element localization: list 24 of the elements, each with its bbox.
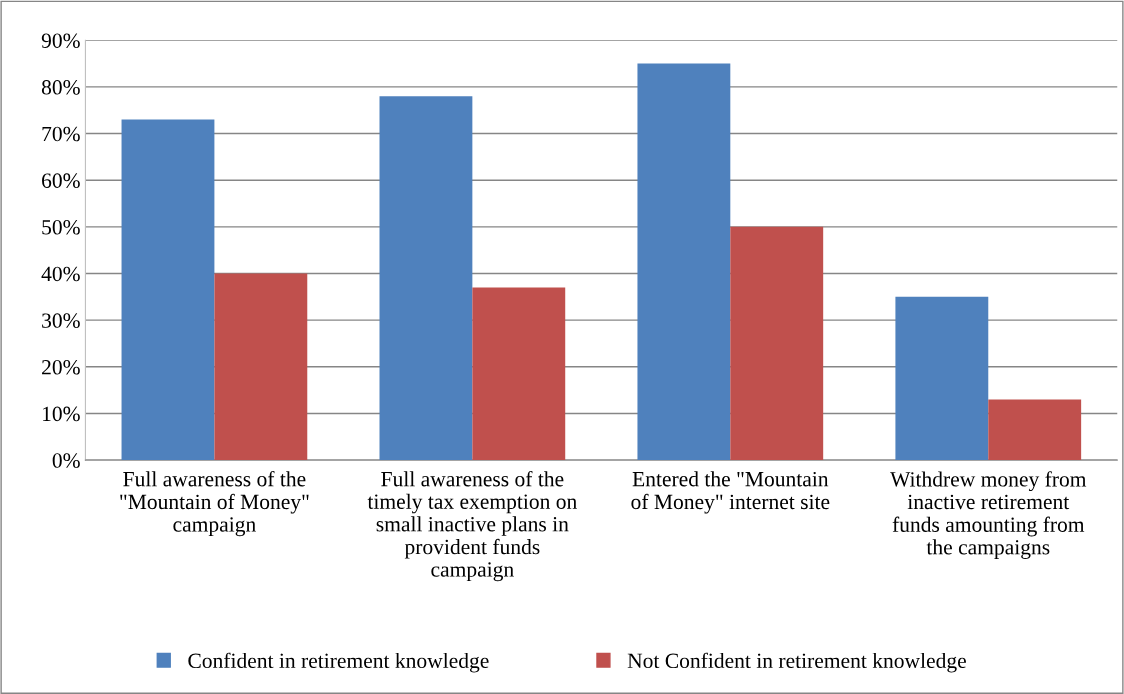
legend-label: Not Confident in retirement knowledge [627, 652, 966, 673]
y-tick-label: 20% [42, 359, 80, 375]
y-tick-label: 90% [41, 33, 80, 48]
y-tick-label: 10% [43, 406, 80, 422]
x-tick-label: Full awareness of the timely tax exemption on small inactive plans in provident funds campaign [367, 471, 577, 582]
legend-label: Confident in retirement knowledge [188, 652, 489, 673]
bar [379, 96, 473, 461]
y-tick-label: 80% [41, 80, 80, 95]
x-tick-label: Entered the "Mountain of Money" internet site [631, 471, 830, 514]
bar [988, 399, 1082, 461]
y-tick-label: 60% [42, 173, 80, 188]
bar [472, 287, 566, 461]
bar [730, 226, 824, 461]
bar [895, 296, 989, 461]
y-tick-label: 40% [41, 266, 80, 282]
bar [637, 63, 731, 461]
x-tick-label: Full awareness of the "Mountain of Money" campaign [120, 471, 309, 537]
bar [121, 119, 215, 461]
y-tick-label: 30% [42, 313, 80, 328]
bar [214, 273, 308, 461]
y-tick-label: 70% [42, 126, 80, 142]
y-tick-label: 50% [42, 220, 80, 235]
y-tick-label: 0% [52, 453, 80, 468]
x-tick-label: Withdrew money from inactive retirement funds amounting from the campaigns [890, 471, 1087, 559]
